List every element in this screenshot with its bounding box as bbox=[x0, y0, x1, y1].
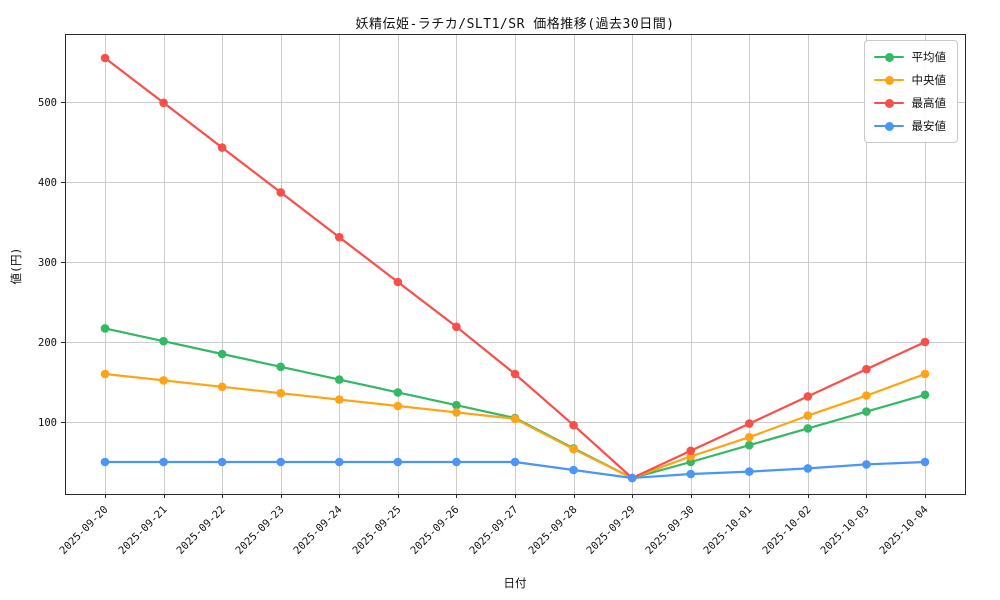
line-dot-marker-icon bbox=[873, 121, 904, 131]
data-point bbox=[217, 457, 227, 467]
line-dot-marker-icon bbox=[873, 52, 904, 62]
data-point bbox=[569, 444, 578, 454]
line-dot-marker-icon bbox=[873, 98, 904, 108]
data-point bbox=[159, 98, 168, 108]
data-point bbox=[569, 420, 578, 430]
data-point bbox=[452, 400, 461, 410]
series-2 bbox=[100, 53, 930, 483]
x-axis-label: 日付 bbox=[503, 576, 527, 590]
data-point bbox=[452, 322, 461, 332]
data-point bbox=[276, 457, 286, 467]
data-point bbox=[393, 401, 403, 411]
data-point bbox=[862, 391, 871, 400]
data-point bbox=[217, 382, 227, 392]
data-point bbox=[569, 465, 578, 475]
x-tick-label: 2025-09-24 bbox=[291, 504, 344, 557]
legend-item-min: 最安値 bbox=[873, 118, 947, 134]
x-tick-label: 2025-09-27 bbox=[467, 504, 520, 557]
data-point bbox=[744, 440, 754, 450]
data-point bbox=[217, 143, 227, 152]
series-3 bbox=[100, 457, 930, 483]
data-point bbox=[920, 369, 930, 379]
data-point bbox=[334, 457, 344, 467]
x-tick-label: 2025-10-01 bbox=[701, 504, 754, 557]
data-point bbox=[100, 369, 110, 379]
data-point bbox=[393, 388, 403, 397]
data-point bbox=[803, 411, 813, 420]
x-tick-label: 2025-09-25 bbox=[350, 504, 403, 557]
data-point bbox=[276, 388, 286, 398]
data-point bbox=[334, 375, 344, 384]
data-point bbox=[276, 188, 286, 197]
y-tick-label: 400 bbox=[38, 177, 57, 189]
chart-title: 妖精伝姫-ラチカ/SLT1/SR 価格推移(過去30日間) bbox=[355, 17, 675, 32]
data-point bbox=[393, 457, 403, 467]
legend-label-min: 最安値 bbox=[911, 119, 947, 133]
data-point bbox=[627, 473, 637, 483]
data-point bbox=[920, 390, 930, 400]
y-tick-label: 100 bbox=[38, 417, 57, 429]
x-tick-label: 2025-09-23 bbox=[233, 504, 286, 557]
data-point bbox=[100, 53, 110, 63]
data-point bbox=[452, 457, 461, 467]
legend-label-median: 中央値 bbox=[911, 73, 947, 87]
legend-label-average: 平均値 bbox=[911, 50, 947, 64]
y-tick-label: 500 bbox=[38, 97, 57, 109]
data-point bbox=[920, 337, 930, 347]
x-tick-label: 2025-10-02 bbox=[760, 504, 813, 557]
legend: 平均値 中央値 最高値 最安値 bbox=[863, 40, 958, 143]
x-tick-label: 2025-09-29 bbox=[584, 504, 637, 557]
data-point bbox=[159, 376, 168, 385]
data-point bbox=[393, 277, 403, 287]
data-point bbox=[100, 324, 110, 333]
tick-marks bbox=[61, 102, 926, 498]
data-point bbox=[862, 364, 871, 374]
data-point bbox=[100, 457, 110, 467]
data-point bbox=[744, 419, 754, 428]
x-tick-label: 2025-09-26 bbox=[408, 504, 461, 557]
data-point bbox=[452, 408, 461, 417]
y-tick-label: 200 bbox=[38, 337, 57, 349]
data-point bbox=[510, 369, 520, 379]
data-point bbox=[803, 424, 813, 433]
data-point bbox=[276, 362, 286, 372]
x-tick-label: 2025-10-03 bbox=[818, 504, 871, 557]
x-tick-label: 2025-09-28 bbox=[526, 504, 579, 557]
gridlines bbox=[65, 34, 965, 494]
x-tick-label: 2025-10-04 bbox=[877, 504, 930, 557]
data-point bbox=[744, 432, 754, 442]
legend-label-max: 最高値 bbox=[911, 96, 947, 110]
legend-item-median: 中央値 bbox=[873, 72, 947, 88]
data-point bbox=[159, 457, 168, 467]
data-point bbox=[803, 392, 813, 401]
data-point bbox=[686, 469, 696, 479]
x-tick-label: 2025-09-30 bbox=[643, 504, 696, 557]
data-point bbox=[862, 407, 871, 416]
data-point bbox=[217, 349, 227, 359]
data-point bbox=[334, 232, 344, 242]
data-point bbox=[862, 460, 871, 469]
y-tick-label: 300 bbox=[38, 257, 57, 269]
data-point bbox=[510, 414, 520, 424]
data-point bbox=[510, 457, 520, 467]
x-tick-label: 2025-09-22 bbox=[174, 504, 227, 557]
data-point bbox=[744, 467, 754, 476]
legend-item-average: 平均値 bbox=[873, 49, 947, 65]
series-1 bbox=[100, 369, 930, 483]
data-point bbox=[686, 446, 696, 456]
data-point bbox=[334, 395, 344, 404]
legend-item-max: 最高値 bbox=[873, 95, 947, 111]
data-point bbox=[159, 336, 168, 346]
line-dot-marker-icon bbox=[873, 75, 904, 85]
data-point bbox=[920, 457, 930, 467]
data-point bbox=[803, 464, 813, 473]
x-tick-label: 2025-09-20 bbox=[57, 504, 110, 557]
x-tick-label: 2025-09-21 bbox=[116, 504, 169, 557]
